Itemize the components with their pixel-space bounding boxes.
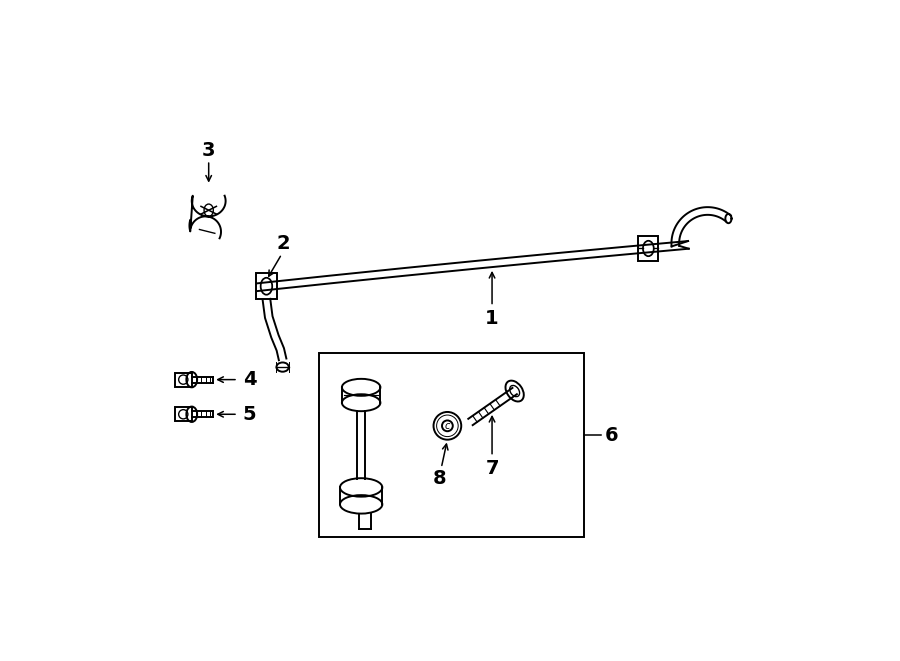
Bar [175, 407, 192, 421]
Text: 6: 6 [605, 426, 618, 445]
Text: 1: 1 [485, 309, 499, 327]
Text: c: c [445, 421, 450, 431]
Text: 8: 8 [433, 469, 446, 488]
Text: 7: 7 [485, 459, 499, 478]
Text: 2: 2 [276, 235, 290, 253]
Bar [175, 373, 192, 387]
Bar [319, 353, 584, 537]
Text: 3: 3 [202, 141, 215, 160]
Text: 4: 4 [243, 370, 256, 389]
Text: 5: 5 [243, 405, 256, 424]
